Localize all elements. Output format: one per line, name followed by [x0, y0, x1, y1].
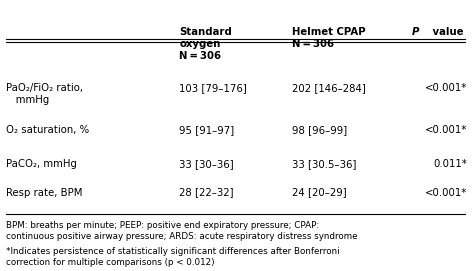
Text: 202 [146–284]: 202 [146–284]	[292, 83, 366, 93]
Text: <0.001*: <0.001*	[425, 83, 468, 93]
Text: <0.001*: <0.001*	[425, 125, 468, 135]
Text: <0.001*: <0.001*	[425, 188, 468, 198]
Text: 95 [91–97]: 95 [91–97]	[180, 125, 235, 135]
Text: Resp rate, BPM: Resp rate, BPM	[6, 188, 82, 198]
Text: Helmet CPAP
N = 306: Helmet CPAP N = 306	[292, 27, 365, 49]
Text: BPM: breaths per minute; PEEP: positive end expiratory pressure; CPAP:
continuou: BPM: breaths per minute; PEEP: positive …	[6, 221, 357, 241]
Text: 103 [79–176]: 103 [79–176]	[180, 83, 247, 93]
Text: 0.011*: 0.011*	[434, 159, 468, 169]
Text: *Indicates persistence of statistically significant differences after Bonferroni: *Indicates persistence of statistically …	[6, 247, 340, 267]
Text: value: value	[429, 27, 464, 37]
Text: PaCO₂, mmHg: PaCO₂, mmHg	[6, 159, 77, 169]
Text: P: P	[411, 27, 419, 37]
Text: PaO₂/FiO₂ ratio,
   mmHg: PaO₂/FiO₂ ratio, mmHg	[6, 83, 83, 105]
Text: 33 [30–36]: 33 [30–36]	[180, 159, 234, 169]
Text: 33 [30.5–36]: 33 [30.5–36]	[292, 159, 356, 169]
Text: Standard
oxygen
N = 306: Standard oxygen N = 306	[180, 27, 232, 61]
Text: 98 [96–99]: 98 [96–99]	[292, 125, 347, 135]
Text: 28 [22–32]: 28 [22–32]	[180, 188, 234, 198]
Text: 24 [20–29]: 24 [20–29]	[292, 188, 346, 198]
Text: O₂ saturation, %: O₂ saturation, %	[6, 125, 89, 135]
